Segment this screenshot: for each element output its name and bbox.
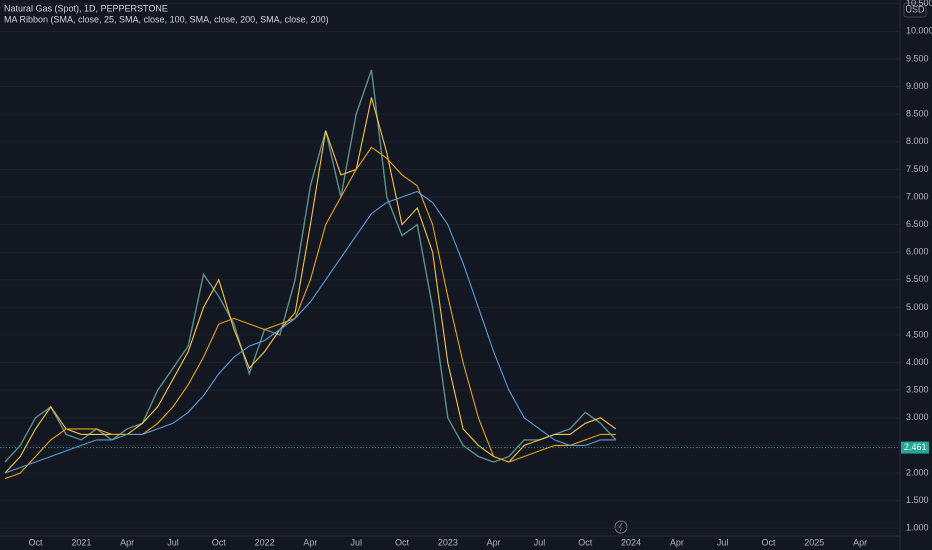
last-price-box	[901, 441, 929, 454]
ma-line	[4, 146, 616, 480]
x-tick-label: Apr	[120, 537, 134, 547]
y-tick-label: 8.500	[906, 109, 929, 119]
x-tick-label: Apr	[853, 537, 867, 547]
x-tick-label: Oct	[212, 537, 227, 547]
x-tick-label: Apr	[670, 537, 684, 547]
y-tick-label: 4.000	[906, 357, 929, 367]
y-tick-label: 3.000	[906, 412, 929, 422]
y-tick-label: 1.500	[906, 495, 929, 505]
ma-line	[4, 97, 617, 474]
price-line	[4, 69, 617, 463]
last-price: 2.461	[904, 442, 927, 452]
currency-box[interactable]	[903, 2, 927, 18]
y-tick-label: 7.500	[906, 164, 929, 174]
x-tick-label: 2025	[804, 537, 824, 547]
x-tick-label: 2021	[71, 537, 91, 547]
x-tick-label: 2024	[621, 537, 641, 547]
y-tick-label: 8.000	[906, 136, 929, 146]
y-tick-label: 7.000	[906, 191, 929, 201]
x-tick-label: Apr	[487, 537, 501, 547]
y-tick-label: 6.500	[906, 219, 929, 229]
x-tick-label: 2022	[255, 537, 275, 547]
ma-line	[4, 190, 616, 474]
y-tick-label: 9.500	[906, 53, 929, 63]
y-tick-label: 10.000	[906, 26, 932, 36]
chart-title: Natural Gas (Spot), 1D, PEPPERSTONE	[4, 3, 168, 13]
x-tick-label: Jul	[717, 537, 729, 547]
y-tick-label: 9.000	[906, 81, 929, 91]
indicator-label: MA Ribbon (SMA, close, 25, SMA, close, 1…	[4, 14, 329, 24]
x-tick-label: 2023	[438, 537, 458, 547]
x-tick-label: Oct	[395, 537, 410, 547]
y-tick-label: 5.000	[906, 302, 929, 312]
currency[interactable]: USD	[905, 4, 925, 14]
icon[interactable]	[614, 520, 628, 534]
y-tick-label: 2.000	[906, 467, 929, 477]
y-tick-label: 3.500	[906, 385, 929, 395]
x-tick-label: Jul	[350, 537, 362, 547]
x-tick-label: Oct	[578, 537, 593, 547]
y-tick-label: 1.000	[906, 523, 929, 533]
x-tick-label: Jul	[167, 537, 179, 547]
y-tick-label: 6.000	[906, 247, 929, 257]
x-tick-label: Oct	[761, 537, 776, 547]
y-tick-label: 10.500	[906, 0, 932, 8]
y-tick-label: 4.500	[906, 329, 929, 339]
x-tick-label: Jul	[534, 537, 546, 547]
y-tick-label: 5.500	[906, 274, 929, 284]
x-tick-label: Apr	[303, 537, 317, 547]
x-tick-label: Oct	[29, 537, 44, 547]
